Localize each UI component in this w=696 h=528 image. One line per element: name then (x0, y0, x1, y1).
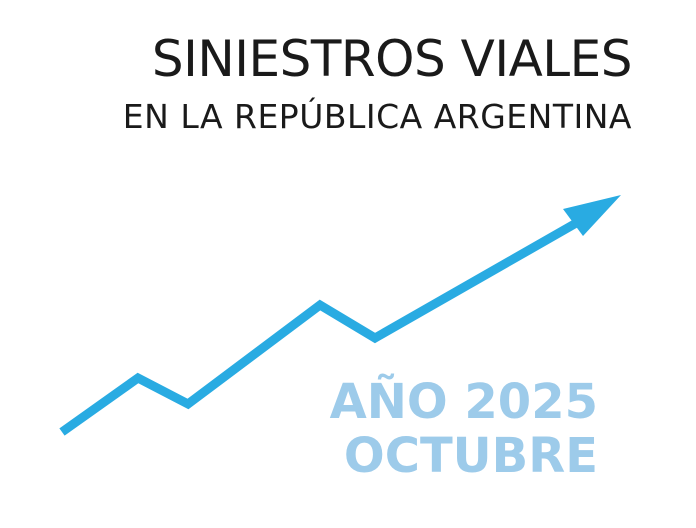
arrow-line (59, 214, 588, 436)
title: SINIESTROS VIALES (152, 30, 632, 88)
arrow-head (563, 195, 621, 236)
year: AÑO 2025 (330, 373, 598, 430)
trend-arrow (59, 195, 621, 436)
month: OCTUBRE (344, 428, 598, 484)
subtitle: EN LA REPÚBLICA ARGENTINA (123, 96, 632, 136)
